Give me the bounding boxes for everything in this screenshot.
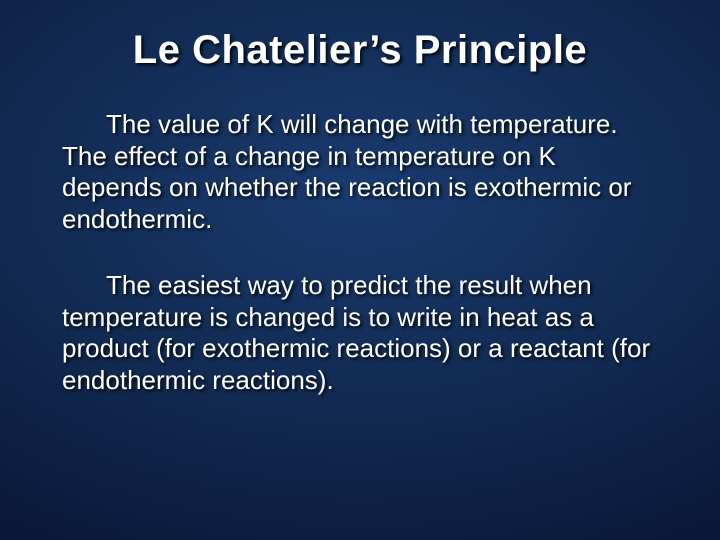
body-paragraph-2: The easiest way to predict the result wh…: [62, 270, 658, 397]
body-paragraph-1: The value of K will change with temperat…: [62, 109, 658, 236]
slide-title: Le Chatelier’s Principle: [62, 28, 658, 73]
